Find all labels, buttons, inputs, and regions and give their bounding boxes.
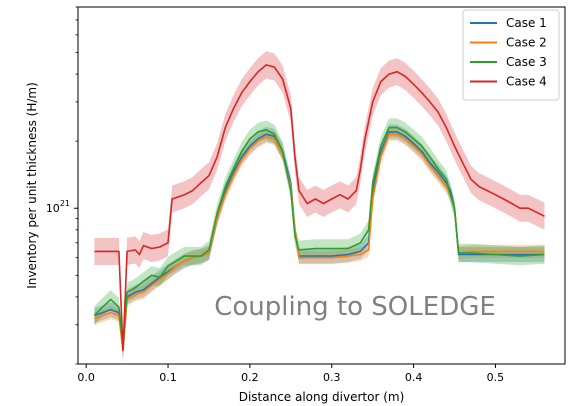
series-line-case-3 bbox=[93, 126, 545, 348]
x-tick-label: 0.2 bbox=[241, 371, 259, 384]
band-case-4 bbox=[94, 51, 545, 365]
x-tick-label: 0.5 bbox=[487, 371, 505, 384]
uncertainty-bands bbox=[94, 51, 545, 365]
y-axis-ticks: 1021 bbox=[46, 6, 78, 365]
x-tick-label: 0.1 bbox=[159, 371, 177, 384]
legend: Case 1 Case 2 Case 3 Case 4 bbox=[462, 9, 560, 101]
chart-annotation: Coupling to SOLEDGE bbox=[214, 292, 496, 322]
x-axis-label: Distance along divertor (m) bbox=[239, 390, 405, 404]
legend-label-case-3: Case 3 bbox=[506, 55, 547, 69]
x-tick-label: 0.3 bbox=[323, 371, 341, 384]
series-lines bbox=[93, 64, 545, 352]
y-tick-label: 1021 bbox=[46, 199, 70, 215]
legend-box bbox=[462, 9, 560, 101]
y-axis-label: Inventory per unit thickness (H/m) bbox=[25, 82, 39, 289]
legend-label-case-1: Case 1 bbox=[506, 16, 547, 30]
x-tick-label: 0.4 bbox=[405, 371, 423, 384]
series-line-case-4 bbox=[94, 64, 545, 352]
plot-frame bbox=[77, 6, 566, 365]
x-axis-ticks: 0.0 0.1 0.2 0.3 0.4 0.5 bbox=[77, 364, 504, 384]
legend-label-case-4: Case 4 bbox=[506, 75, 547, 89]
legend-label-case-2: Case 2 bbox=[506, 36, 547, 50]
x-tick-label: 0.0 bbox=[77, 371, 95, 384]
